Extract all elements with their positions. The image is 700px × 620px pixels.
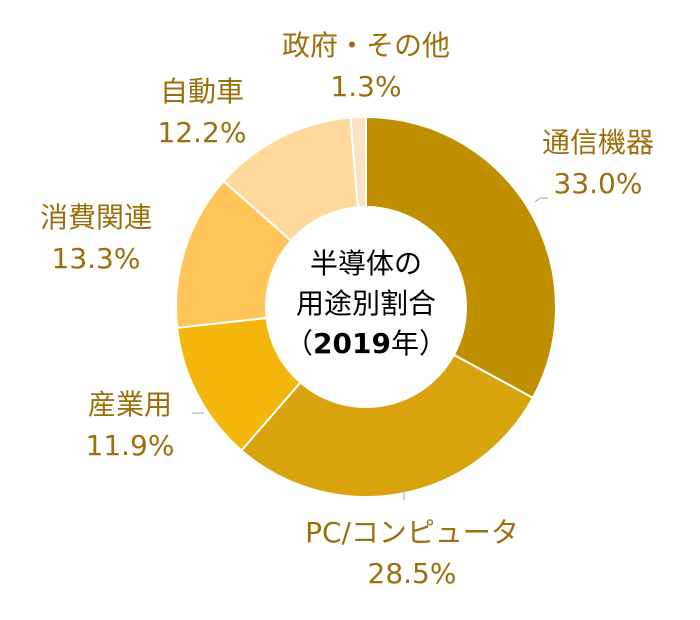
center-year-suffix: 年） bbox=[391, 327, 447, 360]
slice-0 bbox=[365, 115, 557, 400]
leader-lines bbox=[192, 197, 548, 500]
chart-slices bbox=[175, 115, 557, 499]
center-title-line-1: 半導体の bbox=[310, 247, 422, 280]
center-year-open: （ bbox=[285, 327, 313, 360]
slice-5 bbox=[349, 115, 367, 209]
center-year-label: （2019年） bbox=[285, 327, 447, 360]
slice-value-label-3: 13.3% bbox=[52, 242, 141, 275]
slice-name-label-4: 自動車 bbox=[160, 75, 244, 108]
slice-labels: 通信機器 33.0% PC/コンピュータ 28.5% 産業用 11.9% 消費関連 13.3%… bbox=[40, 29, 654, 590]
slice-value-label-0: 33.0% bbox=[554, 167, 643, 200]
leader-line-0 bbox=[534, 197, 548, 203]
slice-value-label-2: 11.9% bbox=[86, 429, 175, 462]
slice-name-label-5: 政府・その他 bbox=[282, 29, 450, 62]
slice-name-label-0: 通信機器 bbox=[542, 126, 654, 159]
slice-name-label-3: 消費関連 bbox=[40, 201, 152, 234]
slice-name-label-1: PC/コンピュータ bbox=[305, 516, 519, 549]
slice-name-label-2: 産業用 bbox=[88, 388, 172, 421]
slice-1 bbox=[240, 353, 535, 499]
slice-value-label-4: 12.2% bbox=[158, 116, 247, 149]
center-year-value: 2019 bbox=[313, 327, 391, 360]
slice-value-label-5: 1.3% bbox=[330, 70, 401, 103]
center-title-line-2: 用途別割合 bbox=[296, 287, 436, 320]
slice-value-label-1: 28.5% bbox=[368, 557, 457, 590]
